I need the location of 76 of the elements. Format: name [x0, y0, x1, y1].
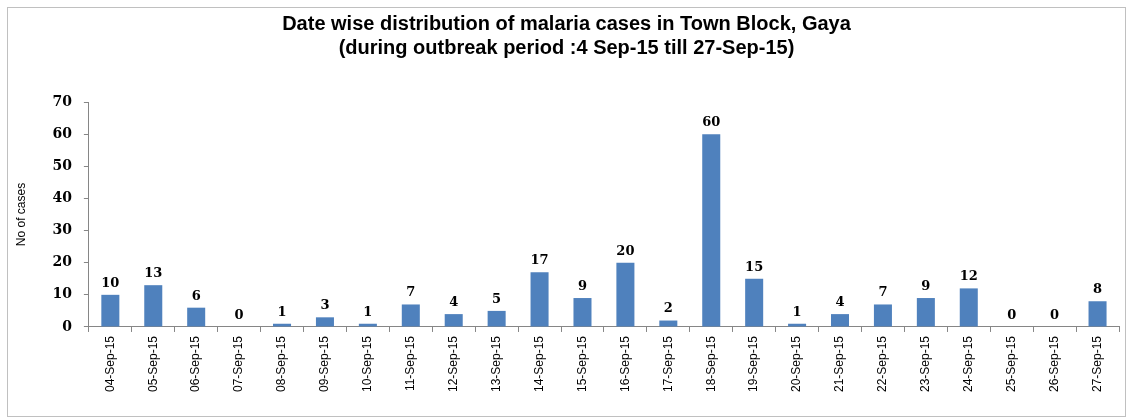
data-label: 20 — [616, 242, 635, 258]
bar — [530, 272, 549, 327]
x-tick-label: 11-Sep-15 — [403, 335, 418, 392]
data-label: 4 — [449, 293, 459, 309]
data-label: 5 — [492, 290, 502, 306]
x-tick-label: 13-Sep-15 — [488, 335, 503, 393]
data-label: 13 — [144, 265, 163, 281]
bar — [144, 285, 163, 327]
data-label: 7 — [878, 284, 888, 300]
x-tick-label: 07-Sep-15 — [231, 335, 246, 393]
data-label: 2 — [663, 300, 673, 316]
data-label: 1 — [277, 303, 287, 319]
bar — [315, 317, 334, 327]
x-tick-label: 06-Sep-15 — [188, 335, 203, 393]
y-tick-label: 70 — [52, 92, 73, 109]
bar — [916, 298, 935, 327]
x-tick-label: 05-Sep-15 — [145, 335, 160, 393]
x-tick-label: 22-Sep-15 — [875, 335, 890, 393]
data-label: 3 — [320, 297, 330, 313]
x-tick-label: 26-Sep-15 — [1046, 335, 1061, 393]
data-label: 4 — [835, 293, 845, 309]
bar — [401, 304, 420, 327]
bar — [959, 288, 978, 327]
bar — [702, 134, 721, 327]
data-label: 15 — [745, 258, 764, 274]
x-tick-label: 16-Sep-15 — [617, 335, 632, 393]
x-tick-label: 19-Sep-15 — [746, 335, 761, 393]
data-label: 7 — [406, 284, 416, 300]
data-label: 9 — [577, 277, 587, 293]
bar — [187, 307, 206, 327]
x-tick-label: 18-Sep-15 — [703, 335, 718, 393]
x-tick-label: 08-Sep-15 — [274, 335, 289, 393]
x-tick-label: 09-Sep-15 — [317, 335, 332, 393]
bar — [745, 278, 764, 327]
bar — [616, 262, 635, 327]
bar — [873, 304, 892, 327]
x-tick-label: 04-Sep-15 — [102, 335, 117, 393]
x-tick-label: 20-Sep-15 — [789, 335, 804, 393]
chart-title: Date wise distribution of malaria cases in Town Block, Gaya — [282, 11, 852, 34]
x-tick-label: 23-Sep-15 — [918, 335, 933, 393]
data-label: 0 — [1050, 306, 1060, 322]
y-tick-label: 10 — [52, 285, 73, 302]
data-label: 8 — [1093, 281, 1103, 297]
y-axis-title: No of cases — [13, 182, 28, 247]
bar — [444, 314, 463, 327]
data-label: 12 — [959, 268, 978, 284]
x-tick-label: 10-Sep-15 — [360, 335, 375, 393]
y-tick-label: 60 — [52, 124, 73, 141]
x-tick-label: 27-Sep-15 — [1089, 335, 1104, 393]
data-label: 0 — [234, 306, 244, 322]
x-tick-label: 15-Sep-15 — [574, 335, 589, 393]
data-label: 10 — [101, 274, 120, 290]
bar — [1088, 301, 1107, 327]
data-label: 17 — [530, 252, 549, 268]
data-label: 1 — [792, 303, 802, 319]
x-tick-label: 24-Sep-15 — [961, 335, 976, 393]
y-tick-label: 40 — [52, 189, 73, 206]
x-tick-label: 14-Sep-15 — [531, 335, 546, 393]
bar — [831, 314, 850, 327]
data-label: 6 — [191, 287, 201, 303]
data-label: 0 — [1007, 306, 1017, 322]
x-tick-label: 12-Sep-15 — [446, 335, 461, 393]
y-tick-label: 20 — [52, 253, 73, 270]
chart-subtitle: (during outbreak period :4 Sep-15 till 27-Sep-15) — [338, 35, 795, 58]
y-tick-label: 0 — [62, 317, 73, 334]
bar — [573, 298, 592, 327]
data-label: 60 — [702, 114, 721, 130]
bar — [101, 294, 120, 327]
data-label: 1 — [363, 303, 373, 319]
x-tick-label: 25-Sep-15 — [1004, 335, 1019, 393]
x-tick-label: 17-Sep-15 — [660, 335, 675, 393]
y-tick-label: 50 — [52, 156, 73, 173]
bar — [487, 310, 506, 327]
y-tick-label: 30 — [52, 221, 73, 238]
x-tick-label: 21-Sep-15 — [832, 335, 847, 393]
data-label: 9 — [921, 277, 931, 293]
